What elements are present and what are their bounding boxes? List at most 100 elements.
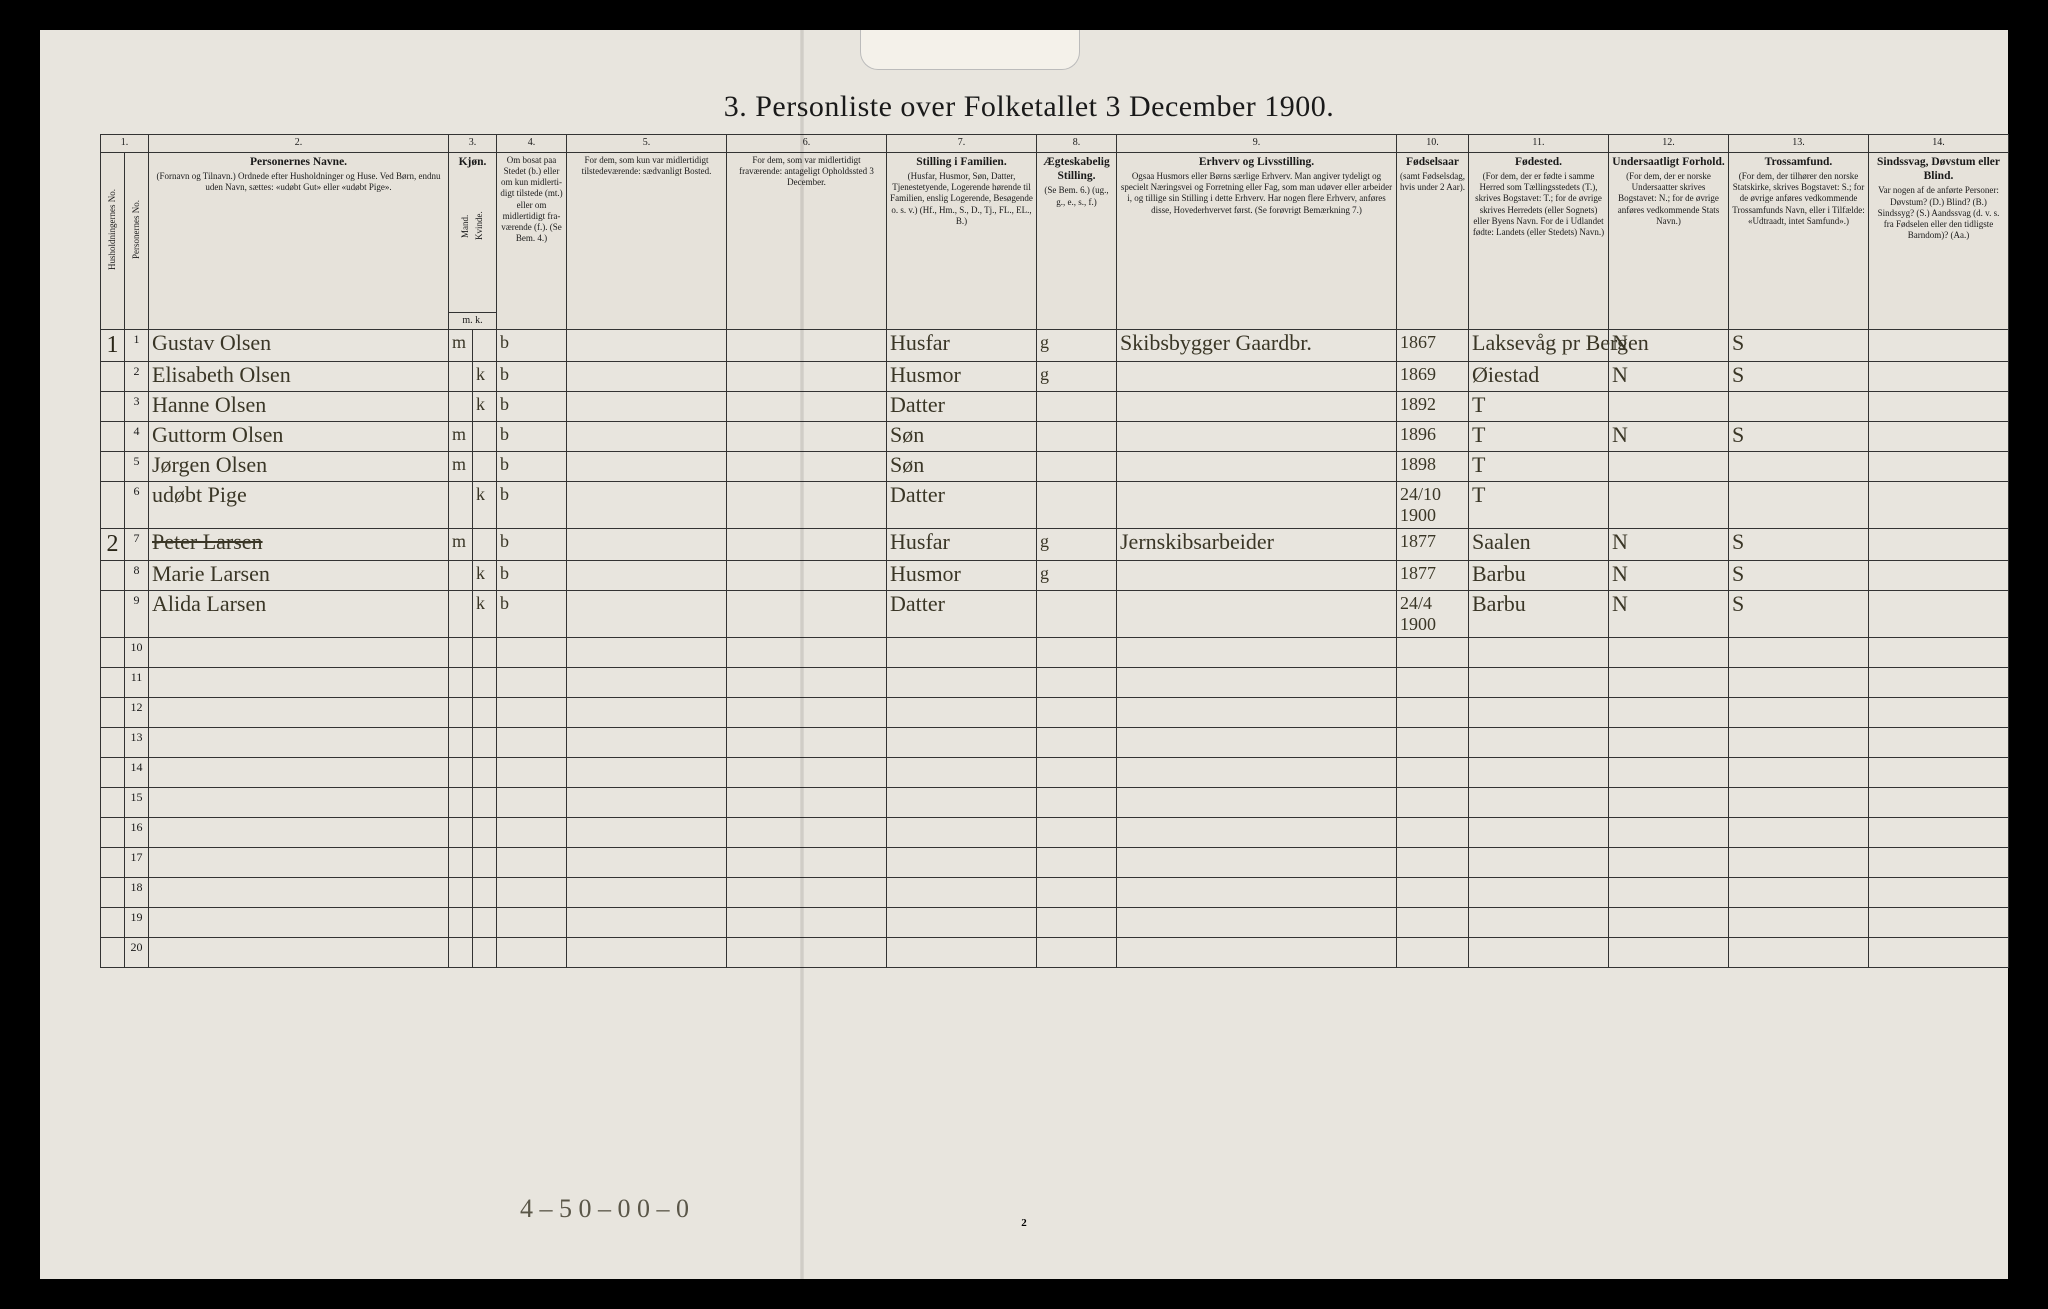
cell-residence: b	[497, 392, 567, 422]
cell-family-pos: Datter	[887, 482, 1037, 529]
table-row: 5Jørgen OlsenmbSøn1898T	[101, 452, 2009, 482]
cell-blank	[1117, 638, 1397, 668]
cell-blank	[1037, 848, 1117, 878]
cell-birthyear: 1867	[1397, 330, 1469, 362]
header-labels-row: Husholdningernes No. Personernes No. Per…	[101, 152, 2009, 312]
cell-family-pos: Søn	[887, 452, 1037, 482]
cell-blank	[567, 668, 727, 698]
cell-blank	[1037, 818, 1117, 848]
cell-blank	[497, 788, 567, 818]
cell-blank	[887, 698, 1037, 728]
cell-birthyear: 1896	[1397, 422, 1469, 452]
cell-blank	[1469, 848, 1609, 878]
cell-sex-k	[473, 529, 497, 561]
cell-person-no: 17	[125, 848, 149, 878]
cell-usual-res	[567, 482, 727, 529]
colnum-9: 9.	[1117, 135, 1397, 153]
cell-occupation	[1117, 591, 1397, 638]
cell-blank	[887, 638, 1037, 668]
cell-blank	[149, 638, 449, 668]
cell-blank	[449, 668, 473, 698]
cell-blank	[497, 938, 567, 968]
cell-sex-m: m	[449, 330, 473, 362]
cell-blank	[1609, 788, 1729, 818]
col-person-no: Personernes No.	[125, 152, 149, 330]
cell-person-no: 18	[125, 878, 149, 908]
cell-person-no: 9	[125, 591, 149, 638]
cell-disability	[1869, 529, 2009, 561]
cell-person-no: 5	[125, 452, 149, 482]
table-row-blank: 15	[101, 788, 2009, 818]
colnum-13: 13.	[1729, 135, 1869, 153]
table-row-blank: 10	[101, 638, 2009, 668]
cell-blank	[1397, 758, 1469, 788]
cell-household-no	[101, 668, 125, 698]
col-disability: Sindssvag, Døvstum eller Blind. Var noge…	[1869, 152, 2009, 330]
cell-usual-res	[567, 591, 727, 638]
cell-blank	[1037, 668, 1117, 698]
cell-blank	[887, 668, 1037, 698]
cell-blank	[1117, 848, 1397, 878]
cell-disability	[1869, 452, 2009, 482]
colnum-6: 6.	[727, 135, 887, 153]
page-title: 3. Personliste over Folketallet 3 Decemb…	[100, 90, 1958, 124]
cell-blank	[727, 878, 887, 908]
cell-name: Alida Larsen	[149, 591, 449, 638]
table-row: 8Marie LarsenkbHusmorg1877BarbuNS	[101, 561, 2009, 591]
cell-family-pos: Datter	[887, 392, 1037, 422]
cell-blank	[1729, 848, 1869, 878]
cell-blank	[1609, 818, 1729, 848]
cell-blank	[1469, 698, 1609, 728]
cell-blank	[149, 698, 449, 728]
cell-blank	[1037, 908, 1117, 938]
cell-blank	[1869, 848, 2009, 878]
cell-disability	[1869, 330, 2009, 362]
cell-blank	[1397, 698, 1469, 728]
cell-blank	[1397, 728, 1469, 758]
cell-blank	[473, 728, 497, 758]
cell-blank	[1397, 668, 1469, 698]
cell-blank	[1469, 908, 1609, 938]
cell-blank	[1609, 848, 1729, 878]
colnum-7: 7.	[887, 135, 1037, 153]
cell-blank	[1469, 878, 1609, 908]
col-family-pos: Stilling i Familien. (Husfar, Husmor, Sø…	[887, 152, 1037, 330]
cell-blank	[727, 698, 887, 728]
binder-clip	[860, 30, 1080, 70]
cell-person-no: 19	[125, 908, 149, 938]
cell-name: udøbt Pige	[149, 482, 449, 529]
cell-blank	[1609, 878, 1729, 908]
cell-blank	[567, 698, 727, 728]
cell-blank	[567, 818, 727, 848]
col-names: Personernes Navne. (Fornavn og Tilnavn.)…	[149, 152, 449, 330]
cell-person-no: 10	[125, 638, 149, 668]
cell-blank	[1609, 908, 1729, 938]
cell-blank	[1117, 728, 1397, 758]
table-row-blank: 14	[101, 758, 2009, 788]
cell-temp-abs	[727, 392, 887, 422]
colnum-1: 1.	[101, 135, 149, 153]
colnum-2: 2.	[149, 135, 449, 153]
cell-household-no	[101, 938, 125, 968]
cell-usual-res	[567, 422, 727, 452]
cell-usual-res	[567, 529, 727, 561]
cell-birthplace: T	[1469, 392, 1609, 422]
cell-household-no	[101, 848, 125, 878]
cell-disability	[1869, 422, 2009, 452]
census-table: 1. 2. 3. 4. 5. 6. 7. 8. 9. 10. 11. 12. 1…	[100, 134, 2009, 968]
cell-nationality: N	[1609, 561, 1729, 591]
cell-religion	[1729, 452, 1869, 482]
cell-sex-k	[473, 330, 497, 362]
col-birthyear: Fødsels­aar (samt Fødsels­dag, hvis unde…	[1397, 152, 1469, 330]
cell-blank	[149, 788, 449, 818]
cell-blank	[1609, 698, 1729, 728]
cell-blank	[1037, 788, 1117, 818]
cell-blank	[473, 758, 497, 788]
cell-blank	[449, 878, 473, 908]
header-numbers-row: 1. 2. 3. 4. 5. 6. 7. 8. 9. 10. 11. 12. 1…	[101, 135, 2009, 153]
cell-blank	[1469, 758, 1609, 788]
cell-blank	[1729, 728, 1869, 758]
cell-blank	[473, 878, 497, 908]
census-page: 3. Personliste over Folketallet 3 Decemb…	[40, 30, 2008, 1279]
cell-sex-k: k	[473, 482, 497, 529]
